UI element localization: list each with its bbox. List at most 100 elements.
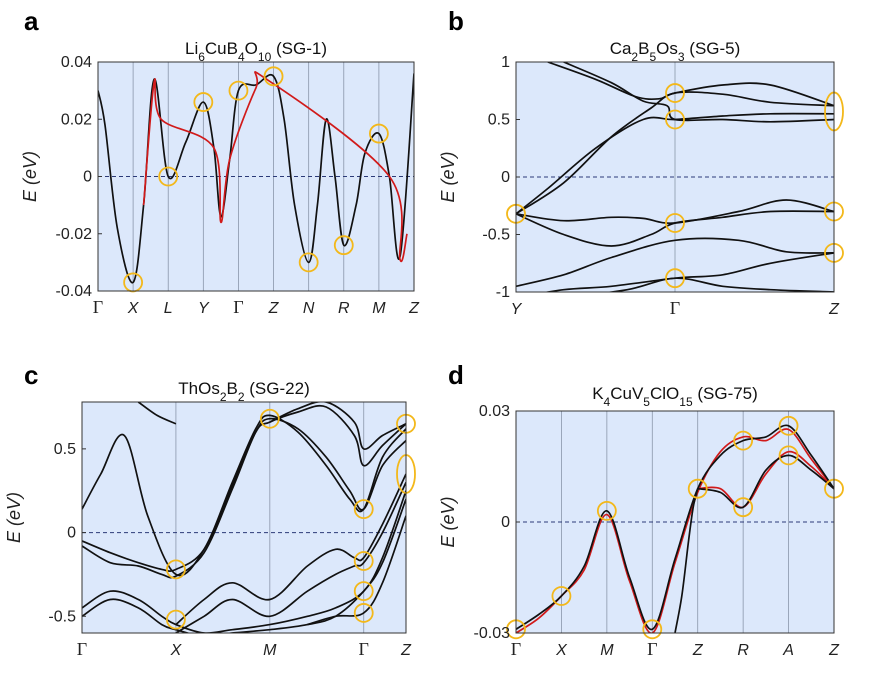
panel-label-b: b xyxy=(448,6,464,36)
y-axis-label: E (eV) xyxy=(438,496,458,547)
band-line xyxy=(137,402,177,425)
panel-a-chart: 0.040.020-0.02-0.04Γ X L Y Γ Z N R M ZE (eV)Li6Cu… xyxy=(20,39,420,317)
degeneracy-circle xyxy=(733,430,754,451)
degeneracy-circle xyxy=(778,415,799,436)
red-band-line xyxy=(697,450,834,509)
degeneracy-circle xyxy=(687,478,708,499)
band-line xyxy=(605,277,834,292)
y-tick-label: 0.5 xyxy=(488,112,510,129)
k-point-label: R xyxy=(737,642,749,659)
degeneracy-circle xyxy=(298,252,319,273)
k-point-label: Γ xyxy=(359,639,369,659)
band-line xyxy=(516,91,834,215)
y-axis-label: E (eV) xyxy=(438,151,458,202)
chart-title: Ca2B5Os3 (SG-5) xyxy=(610,39,741,64)
k-point-label: Y xyxy=(198,300,210,317)
k-point-label: Z xyxy=(408,300,420,317)
y-tick-label: -1 xyxy=(496,284,510,301)
degeneracy-circle xyxy=(353,551,374,571)
y-tick-label: 0.5 xyxy=(54,441,76,458)
y-tick-label: 0 xyxy=(501,514,510,531)
band-line xyxy=(516,237,834,288)
k-point-label: Γ xyxy=(93,297,103,317)
degeneracy-circle xyxy=(778,445,799,466)
k-point-label: M xyxy=(372,300,386,317)
chart-title: ThOs2B2 (SG-22) xyxy=(178,379,309,404)
y-tick-label: -0.04 xyxy=(56,283,93,300)
degeneracy-circle xyxy=(263,66,284,87)
k-point-label: X xyxy=(127,300,140,317)
k-point-label: R xyxy=(338,300,350,317)
band-line xyxy=(269,402,406,450)
band-line xyxy=(82,404,406,579)
degeneracy-circle xyxy=(228,80,249,101)
y-tick-label: -0.5 xyxy=(48,608,76,625)
degeneracy-circle xyxy=(368,123,389,144)
degeneracy-circle xyxy=(353,499,374,520)
k-point-label: A xyxy=(782,642,794,659)
band-line xyxy=(82,414,406,577)
y-tick-label: 1 xyxy=(501,54,510,71)
panel-label-d: d xyxy=(448,360,464,390)
degeneracy-circle xyxy=(353,581,374,602)
degeneracy-circle xyxy=(259,408,280,429)
k-point-label: X xyxy=(170,642,183,659)
k-point-label: Γ xyxy=(233,297,243,317)
k-point-label: Z xyxy=(828,642,840,659)
k-point-label: X xyxy=(555,642,568,659)
k-point-label: Γ xyxy=(77,639,87,659)
k-point-label: M xyxy=(263,642,277,659)
degeneracy-circle xyxy=(353,603,374,623)
band-line xyxy=(516,199,834,225)
degeneracy-circle xyxy=(333,235,354,256)
k-point-label: Z xyxy=(692,642,704,659)
k-point-label: L xyxy=(164,300,173,317)
y-axis-label: E (eV) xyxy=(20,151,40,202)
degeneracy-circle xyxy=(733,497,754,518)
plot-frame xyxy=(81,401,407,634)
degeneracy-circle xyxy=(193,92,214,112)
degeneracy-circle xyxy=(665,109,685,130)
k-point-label: M xyxy=(600,642,614,659)
y-tick-label: -0.03 xyxy=(474,625,511,642)
y-tick-label: -0.5 xyxy=(482,227,510,244)
k-point-label: Γ xyxy=(670,298,680,318)
y-tick-label: 0 xyxy=(501,169,510,186)
degeneracy-circle xyxy=(166,559,186,580)
y-tick-label: 0 xyxy=(67,525,76,542)
band-line xyxy=(175,473,406,626)
panel-b-chart: 1 0.5 0 -0.5 -1Y Γ Z E (eV) Ca2B5Os3 (SG-5) xyxy=(438,39,844,318)
degeneracy-circle xyxy=(166,609,186,630)
panel-c-chart: 0.50-0.5Γ X M Γ ZE (eV)ThOs2B2 (SG-22) xyxy=(4,379,416,659)
y-tick-label: 0.02 xyxy=(61,111,92,128)
k-point-label: Z xyxy=(268,300,280,317)
panel-label-a: a xyxy=(24,6,39,36)
y-tick-label: -0.02 xyxy=(56,226,93,243)
y-axis-label: E (eV) xyxy=(4,492,24,543)
y-tick-label: 0.04 xyxy=(61,54,92,71)
degeneracy-circle xyxy=(642,619,663,640)
degeneracy-circle xyxy=(665,83,685,103)
k-point-label: Z xyxy=(828,301,840,318)
chart-title: Li6CuB4O10 (SG-1) xyxy=(185,39,327,64)
band-line xyxy=(307,515,406,626)
degeneracy-circle xyxy=(665,268,685,289)
degeneracy-circle xyxy=(665,213,685,233)
degeneracy-circle xyxy=(551,586,572,606)
plot-area xyxy=(82,402,406,633)
red-band-line xyxy=(142,71,408,263)
band-line xyxy=(175,481,406,633)
panel-label-c: c xyxy=(24,360,38,390)
k-point-label: Γ xyxy=(647,639,657,659)
k-point-label: Y xyxy=(511,301,523,318)
chart-title: K4CuV5ClO15 (SG-75) xyxy=(592,384,758,409)
y-tick-label: 0 xyxy=(83,169,92,186)
y-tick-label: 0.03 xyxy=(479,403,510,420)
panel-d-chart: 0.030-0.03Γ X M Γ Z R A ZE (eV)K4CuV5ClO15 (SG-… xyxy=(438,384,844,659)
k-point-label: Z xyxy=(400,642,412,659)
k-point-label: Γ xyxy=(511,639,521,659)
degeneracy-circle xyxy=(596,500,617,521)
band-line xyxy=(516,112,834,215)
plot-area xyxy=(516,411,834,633)
